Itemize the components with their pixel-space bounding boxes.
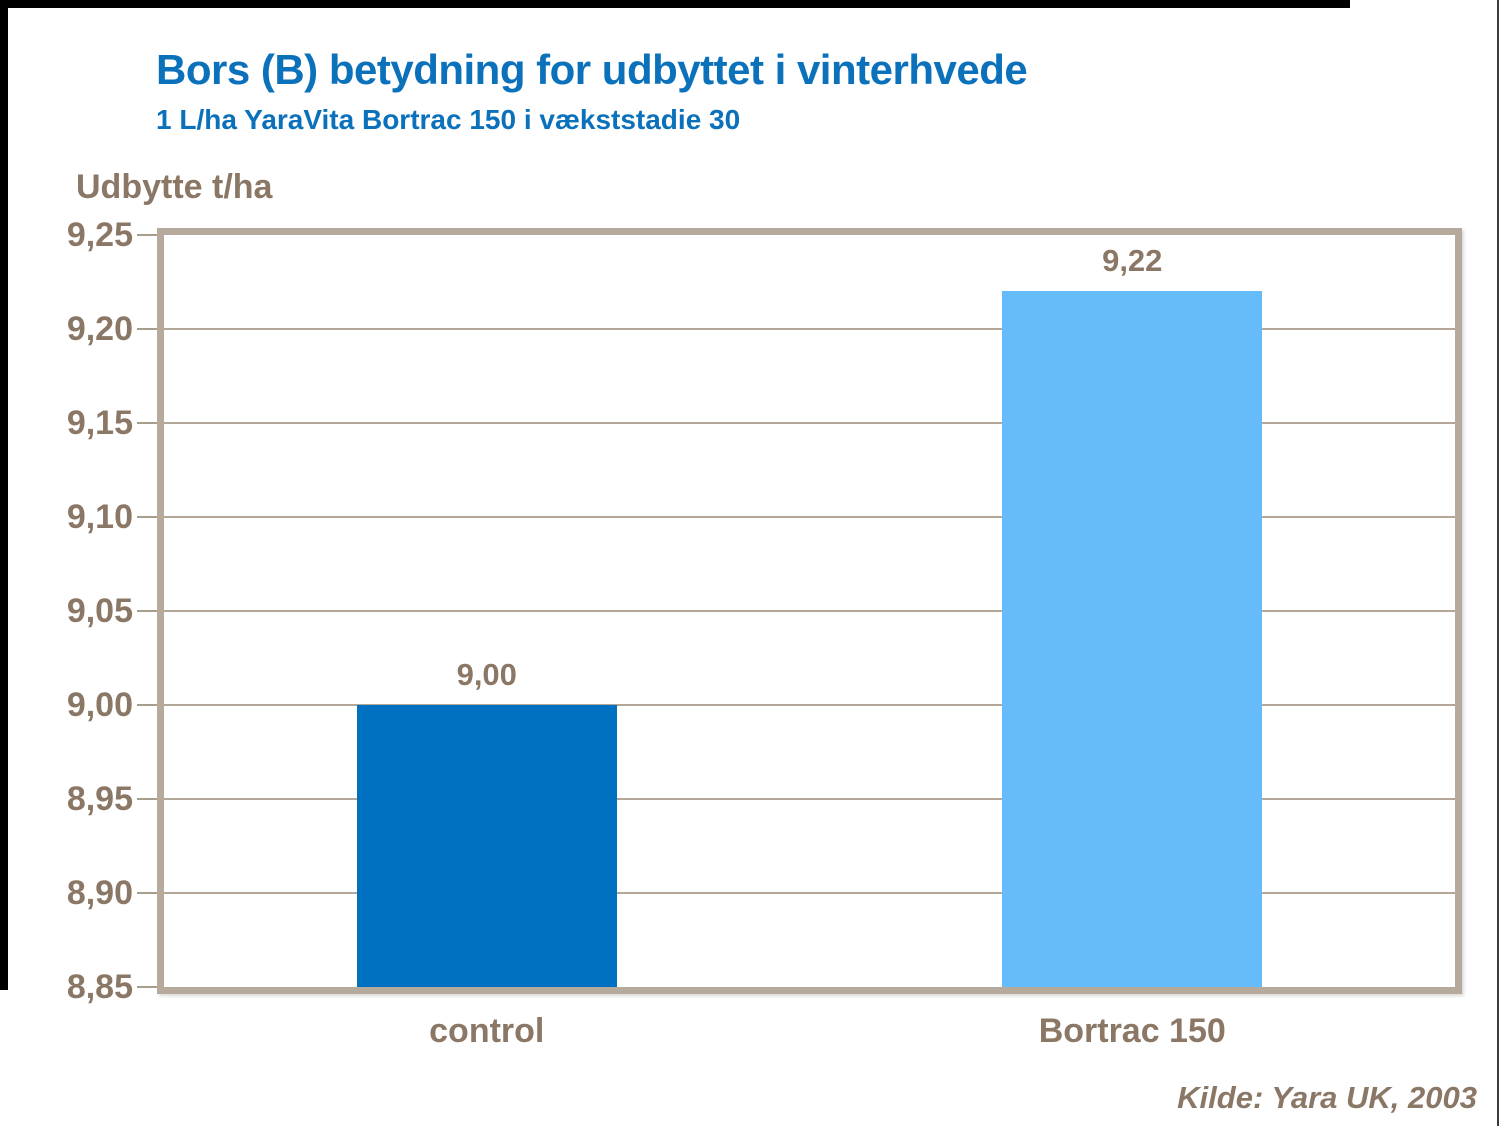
chart-subtitle: 1 L/ha YaraVita Bortrac 150 i vækststadi… bbox=[156, 104, 741, 135]
y-tick-label: 9,00 bbox=[66, 686, 133, 724]
gridline bbox=[164, 328, 1455, 330]
y-tick-mark bbox=[137, 516, 157, 518]
gridline bbox=[164, 704, 1455, 706]
bar-bortrac-150 bbox=[1002, 291, 1263, 987]
bar-control bbox=[356, 705, 617, 987]
y-tick-label: 8,95 bbox=[66, 780, 133, 818]
x-category-label: control bbox=[429, 1012, 545, 1050]
plot-area: 9,00 9,22 bbox=[157, 228, 1462, 994]
slide-edge-left bbox=[0, 0, 8, 990]
y-tick-mark bbox=[137, 610, 157, 612]
y-tick-mark bbox=[137, 892, 157, 894]
y-tick-label: 9,20 bbox=[66, 310, 133, 348]
slide-edge-right bbox=[1497, 0, 1499, 1126]
y-tick-label: 8,85 bbox=[66, 968, 133, 1006]
y-tick-mark bbox=[137, 422, 157, 424]
slide-edge-top bbox=[0, 0, 1350, 8]
y-tick-label: 9,15 bbox=[66, 404, 133, 442]
gridline bbox=[164, 798, 1455, 800]
x-category-label: Bortrac 150 bbox=[1038, 1012, 1226, 1050]
y-tick-label: 9,05 bbox=[66, 592, 133, 630]
gridline bbox=[164, 892, 1455, 894]
bar-value-label: 9,22 bbox=[1102, 243, 1163, 279]
gridline bbox=[164, 516, 1455, 518]
y-tick-mark bbox=[137, 704, 157, 706]
y-tick-mark bbox=[137, 986, 157, 988]
y-tick-mark bbox=[137, 328, 157, 330]
gridline bbox=[164, 422, 1455, 424]
y-axis-title: Udbytte t/ha bbox=[76, 168, 273, 206]
y-tick-label: 8,90 bbox=[66, 874, 133, 912]
y-tick-label: 9,10 bbox=[66, 498, 133, 536]
chart-title: Bors (B) betydning for udbyttet i vinter… bbox=[156, 46, 1028, 93]
y-tick-mark bbox=[137, 798, 157, 800]
gridline bbox=[164, 610, 1455, 612]
source-note: Kilde: Yara UK, 2003 bbox=[1177, 1080, 1477, 1115]
y-tick-mark bbox=[137, 234, 157, 236]
y-tick-label: 9,25 bbox=[66, 216, 133, 254]
bar-value-label: 9,00 bbox=[456, 657, 517, 692]
